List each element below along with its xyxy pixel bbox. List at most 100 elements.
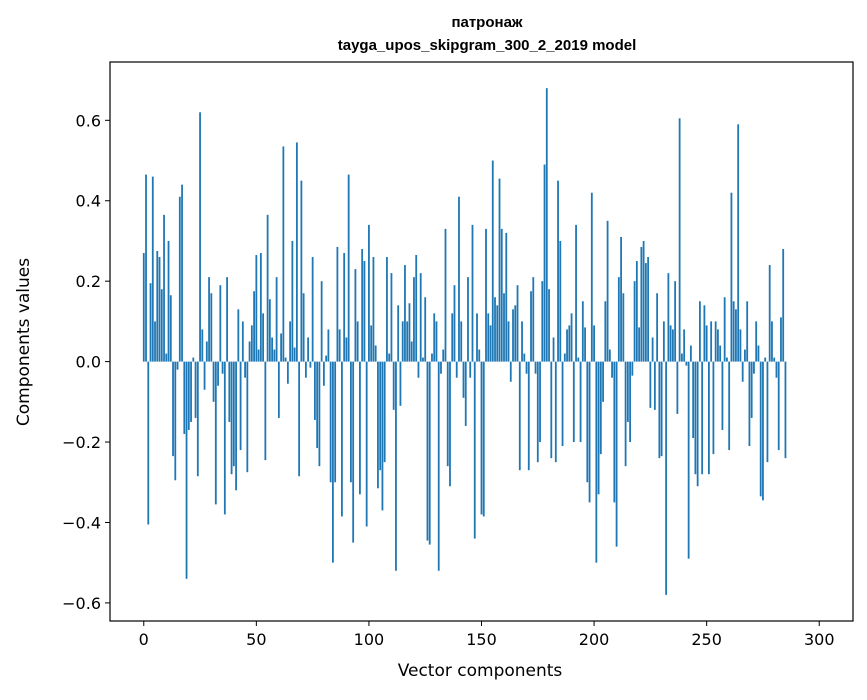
bar: [590, 192, 593, 362]
bar: [309, 361, 312, 368]
bar: [259, 253, 262, 362]
bar: [523, 353, 526, 362]
bar: [478, 349, 481, 362]
bar: [235, 361, 237, 491]
bar: [653, 361, 656, 410]
bar: [455, 361, 458, 378]
bar: [480, 361, 483, 515]
bar: [496, 305, 499, 362]
bar: [703, 305, 706, 362]
bar: [365, 361, 368, 527]
bar: [388, 353, 391, 362]
bar: [597, 361, 600, 495]
bar: [554, 361, 557, 463]
bar: [361, 249, 364, 362]
bar: [183, 361, 186, 434]
bar: [543, 164, 546, 362]
bar: [473, 361, 476, 539]
bar: [494, 297, 496, 362]
y-tick-label: −0.6: [62, 594, 101, 613]
bar: [485, 228, 487, 362]
bar: [640, 246, 643, 362]
bar: [446, 361, 449, 467]
bar: [667, 273, 670, 362]
bar: [363, 261, 366, 362]
bar: [214, 361, 217, 505]
bar: [372, 257, 375, 362]
bar: [469, 361, 472, 378]
bar: [246, 361, 249, 473]
bar: [773, 357, 776, 362]
bar: [300, 180, 303, 362]
y-tick-label: −0.2: [62, 433, 101, 452]
bar: [291, 240, 294, 362]
bar: [595, 361, 598, 563]
bar: [257, 349, 260, 362]
bar: [350, 361, 352, 483]
bar: [244, 361, 246, 378]
bar: [370, 325, 373, 362]
bar: [356, 321, 359, 362]
bar: [753, 361, 755, 374]
bar: [165, 353, 168, 362]
bar: [343, 253, 346, 362]
bar: [694, 361, 697, 475]
bar: [336, 246, 339, 362]
x-tick-label: 300: [804, 630, 835, 649]
bar: [680, 353, 683, 362]
bar: [359, 361, 361, 495]
bar: [476, 313, 478, 362]
bar: [316, 361, 319, 449]
bar: [415, 255, 418, 362]
bar: [737, 124, 740, 362]
bar: [575, 224, 577, 362]
bar: [212, 361, 215, 402]
bar: [545, 88, 548, 362]
bar: [780, 317, 782, 362]
bar: [176, 361, 179, 370]
bar: [174, 361, 177, 481]
bar: [732, 301, 735, 362]
bar: [437, 361, 440, 571]
bar: [268, 299, 271, 362]
bar: [507, 321, 510, 362]
bar: [277, 361, 280, 418]
y-tick-label: 0.4: [76, 192, 101, 211]
bar: [383, 361, 386, 463]
bar: [266, 214, 269, 362]
bar: [602, 361, 604, 402]
bar: [223, 361, 226, 515]
bar: [687, 361, 690, 559]
bar: [750, 361, 753, 418]
bar: [622, 293, 625, 362]
bar: [748, 361, 751, 447]
bar: [660, 361, 663, 457]
bar: [147, 361, 150, 525]
bar: [399, 361, 402, 406]
bar: [295, 142, 298, 362]
bar: [347, 174, 350, 362]
bar: [149, 283, 152, 362]
bar: [512, 309, 514, 362]
x-tick-label: 50: [246, 630, 266, 649]
bar: [154, 321, 156, 362]
bar: [638, 327, 641, 362]
bar: [424, 297, 427, 362]
bar: [525, 361, 528, 374]
bar: [491, 160, 494, 362]
bar: [431, 353, 433, 362]
bar: [784, 361, 787, 459]
bar: [311, 257, 314, 362]
bar: [449, 361, 451, 487]
y-tick-label: 0.0: [76, 353, 101, 372]
bar: [255, 255, 258, 362]
bar: [710, 321, 713, 362]
bar: [705, 325, 708, 362]
bar: [566, 329, 568, 362]
bar: [142, 253, 145, 362]
bar: [205, 341, 208, 362]
bar: [599, 361, 602, 455]
bar: [762, 361, 764, 501]
bar: [241, 321, 244, 362]
bar: [271, 337, 274, 362]
